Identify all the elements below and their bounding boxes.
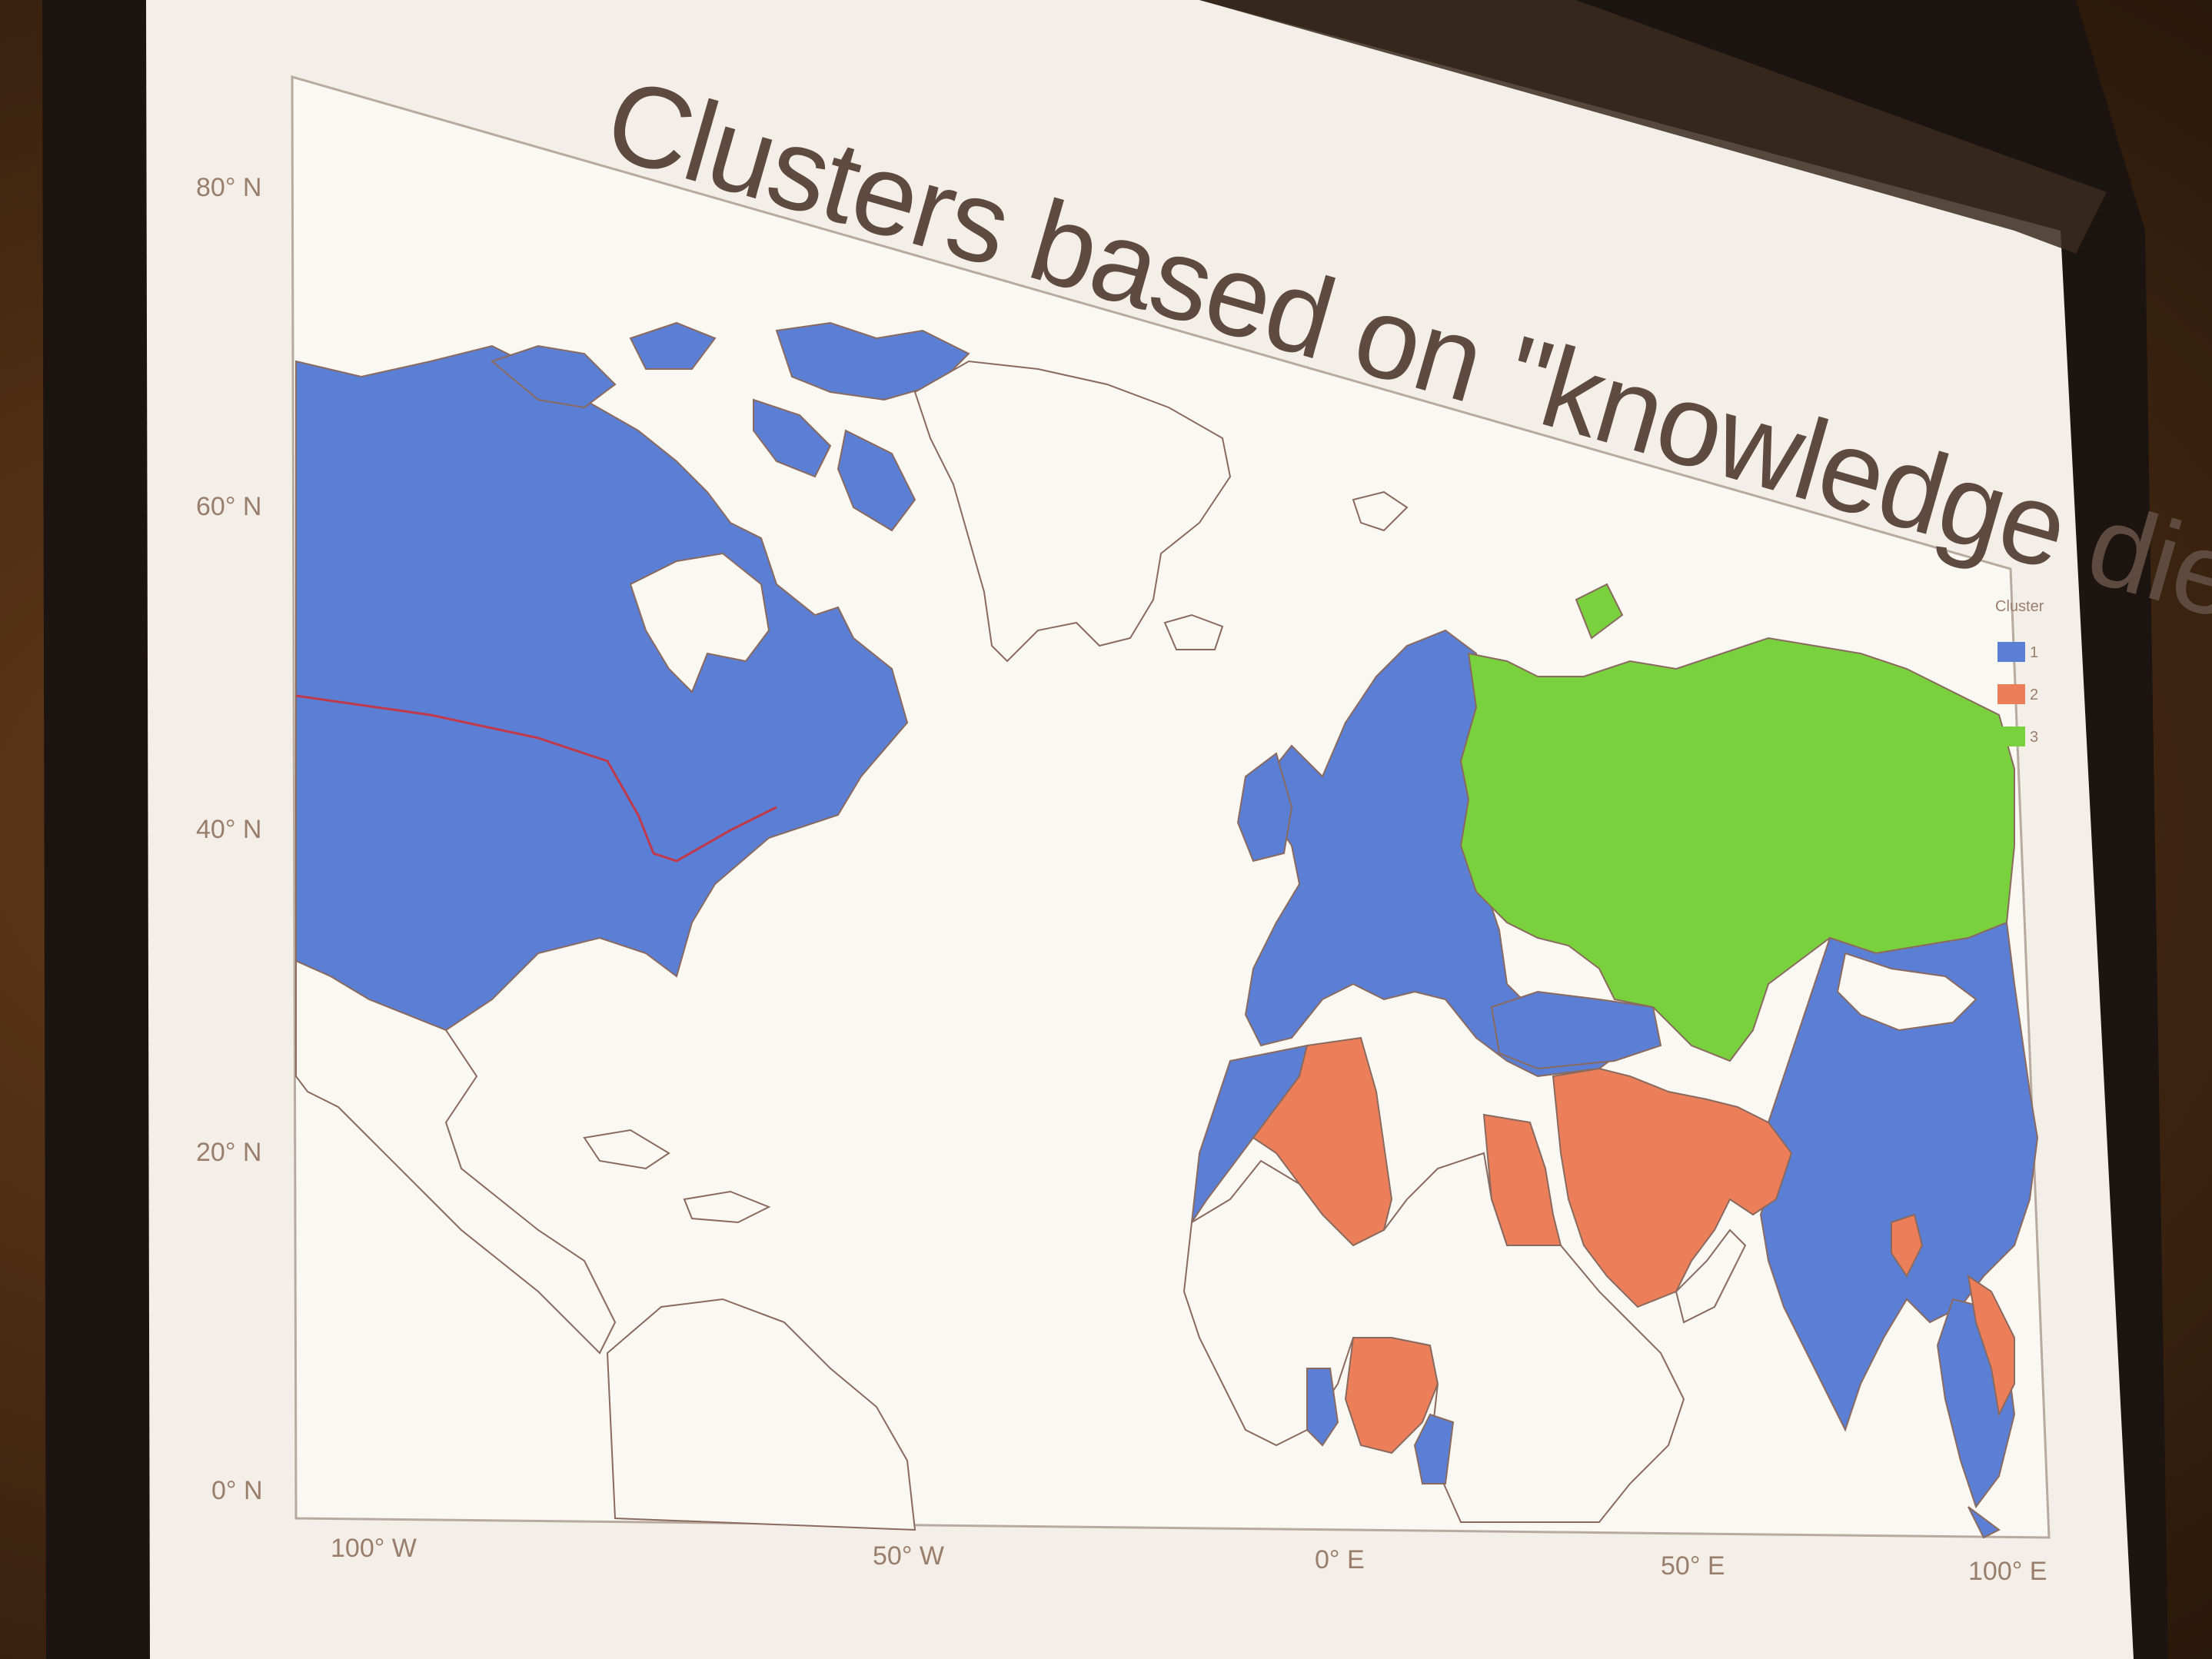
y-tick-label: 20° N (196, 1138, 261, 1167)
y-tick-label: 40° N (196, 815, 261, 844)
region-bangladesh-cluster-2 (1891, 1213, 1924, 1278)
border-us-canada (295, 694, 777, 863)
region-mongolia (1836, 952, 1977, 1032)
legend-label-2: 2 (2030, 687, 2038, 703)
y-tick-label: 80° N (196, 173, 261, 202)
region-arctic-islands-cluster-1 (490, 321, 970, 532)
legend-label-1: 1 (2030, 644, 2038, 661)
region-caribbean (583, 1129, 771, 1224)
x-tick-label: 0° E (1315, 1545, 1365, 1574)
region-south-america (606, 1298, 916, 1531)
legend-swatch-2 (1997, 684, 2025, 704)
map-plot-area (291, 75, 2051, 1539)
y-axis: 80° N 60° N 40° N 20° N 0° N (196, 173, 263, 1505)
region-middle-east-cluster-2 (1552, 1067, 1793, 1308)
x-axis: 100° W 50° W 0° E 50° E 100° E (331, 1534, 2047, 1586)
region-africa-unassigned (1183, 1152, 1685, 1523)
legend-swatch-3 (1997, 726, 2025, 746)
region-west-africa-cluster-1 (1306, 1368, 1455, 1484)
region-arabia-unassigned (1675, 1228, 1747, 1324)
legend-swatch-1 (1997, 642, 2025, 662)
region-uk-cluster-1 (1236, 752, 1293, 863)
x-tick-label: 50° W (873, 1541, 944, 1571)
y-tick-label: 60° N (196, 492, 261, 521)
x-tick-label: 100° W (331, 1534, 417, 1563)
region-morocco-cluster-1 (1191, 1044, 1309, 1223)
region-iceland (1163, 613, 1224, 650)
legend: Cluster 1 2 3 (1995, 598, 2044, 746)
legend-label-3: 3 (2030, 729, 2038, 746)
x-tick-label: 100° E (1968, 1557, 2047, 1586)
region-indochina-cluster-2 (1967, 1274, 2015, 1418)
region-novaya-zemlya-cluster-3 (1575, 583, 1624, 640)
region-north-america-cluster-1 (295, 344, 909, 1032)
region-svalbard (1352, 490, 1409, 532)
region-greenland-unassigned (913, 360, 1232, 663)
region-hudson-bay (629, 552, 770, 693)
x-tick-label: 50° E (1661, 1551, 1725, 1581)
y-tick-label: 0° N (211, 1476, 263, 1505)
region-turkey-cluster-1 (1490, 990, 1662, 1070)
screen-roller (1199, 0, 2107, 254)
region-central-america (295, 959, 617, 1355)
legend-title: Cluster (1995, 598, 2044, 615)
